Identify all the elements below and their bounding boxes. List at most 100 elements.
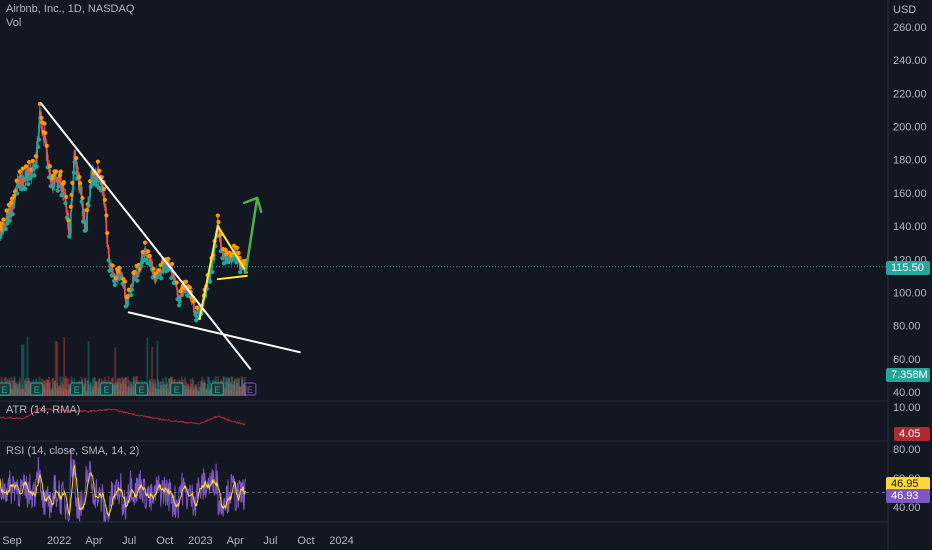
earnings-marker: E bbox=[99, 382, 113, 396]
volume-bar bbox=[203, 382, 206, 396]
volume-bar bbox=[49, 390, 52, 396]
volume-bar bbox=[236, 377, 239, 396]
signal-dot-orange bbox=[229, 251, 234, 257]
volume-bar bbox=[206, 383, 209, 396]
candle-body bbox=[198, 307, 201, 310]
volume-bar bbox=[86, 391, 88, 396]
signal-dot-orange bbox=[42, 121, 47, 126]
volume-bar bbox=[156, 389, 159, 396]
candle-body bbox=[75, 160, 78, 168]
candle-body bbox=[163, 263, 165, 273]
signal-dot-orange bbox=[23, 164, 29, 169]
volume-bar bbox=[224, 387, 227, 396]
candle-body bbox=[241, 269, 244, 270]
volume-bar bbox=[202, 381, 205, 396]
volume-bar bbox=[97, 380, 100, 396]
signal-dot-green bbox=[81, 219, 86, 224]
candle-body bbox=[171, 269, 174, 275]
time-tick-label: Apr bbox=[227, 535, 244, 547]
volume-bar bbox=[13, 376, 16, 396]
signal-dot-orange bbox=[57, 173, 63, 178]
volume-bar bbox=[187, 386, 190, 396]
signal-dot-green bbox=[15, 191, 20, 196]
symbol-title[interactable]: Airbnb, Inc., 1D, NASDAQ bbox=[6, 3, 135, 15]
volume-bar bbox=[204, 381, 206, 396]
volume-bar bbox=[159, 381, 162, 396]
volume-bar bbox=[133, 376, 136, 396]
volume-bar bbox=[195, 384, 198, 396]
signal-dot-orange bbox=[140, 249, 145, 255]
volume-bar bbox=[151, 391, 154, 396]
atr-legend[interactable]: ATR (14, RMA) bbox=[6, 404, 81, 416]
candle-body bbox=[125, 300, 128, 305]
volume-bar bbox=[60, 382, 63, 396]
earnings-marker-box bbox=[70, 382, 84, 396]
volume-bar bbox=[120, 383, 122, 396]
price-tick-label: 200.00 bbox=[893, 122, 927, 134]
volume-bar bbox=[26, 336, 29, 396]
signal-dot-orange bbox=[14, 178, 19, 183]
volume-bar bbox=[50, 387, 53, 396]
signal-dot-orange bbox=[235, 245, 240, 250]
volume-bar bbox=[160, 381, 162, 396]
signal-dot-orange bbox=[146, 249, 151, 254]
currency-label: USD bbox=[893, 4, 916, 16]
flagpole-line bbox=[198, 225, 219, 320]
candle-body bbox=[1, 233, 3, 235]
candle-body bbox=[211, 260, 214, 268]
signal-dot-green bbox=[231, 257, 236, 262]
signal-dot-orange bbox=[156, 268, 162, 273]
earnings-marker-label: E bbox=[214, 385, 220, 395]
volume-bar bbox=[240, 387, 243, 396]
volume-bar bbox=[126, 387, 129, 396]
price-tick-label: 160.00 bbox=[893, 188, 927, 200]
volume-bar bbox=[241, 379, 244, 396]
volume-bar bbox=[43, 387, 45, 396]
candle-body bbox=[11, 202, 14, 209]
volume-bar bbox=[203, 379, 206, 396]
volume-bar bbox=[233, 378, 236, 396]
signal-dot-green bbox=[169, 275, 174, 281]
signal-dot-green bbox=[16, 184, 21, 189]
volume-bar bbox=[163, 384, 165, 396]
signal-dot-orange bbox=[44, 143, 49, 148]
earnings-marker-label: E bbox=[247, 385, 253, 395]
volume-bar bbox=[192, 390, 194, 396]
volume-bar bbox=[243, 376, 246, 396]
volume-bar bbox=[207, 377, 210, 396]
volume-bar bbox=[113, 385, 116, 396]
earnings-marker-label: E bbox=[34, 385, 40, 395]
signal-dot-green bbox=[118, 272, 123, 278]
volume-legend[interactable]: Vol bbox=[6, 17, 22, 29]
volume-bar bbox=[198, 391, 201, 396]
signal-dot-orange bbox=[97, 168, 102, 173]
volume-bar bbox=[68, 388, 71, 396]
volume-bar bbox=[155, 388, 158, 396]
signal-dot-orange bbox=[183, 279, 189, 284]
signal-dot-orange bbox=[104, 213, 109, 218]
signal-dot-green bbox=[23, 186, 28, 191]
candle-body bbox=[38, 116, 41, 124]
signal-dot-green bbox=[194, 318, 199, 323]
volume-bar bbox=[116, 379, 119, 396]
volume-bar bbox=[208, 390, 211, 396]
volume-bar bbox=[160, 384, 163, 396]
signal-dot-orange bbox=[77, 175, 82, 180]
signal-dot-orange bbox=[113, 275, 118, 281]
volume-bar bbox=[59, 376, 62, 396]
rsi-legend[interactable]: RSI (14, close, SMA, 14, 2) bbox=[6, 445, 140, 457]
candle-body bbox=[148, 258, 151, 262]
volume-bar bbox=[48, 376, 51, 396]
projection-arrow-shaft bbox=[244, 196, 259, 274]
signal-dot-orange bbox=[191, 299, 196, 304]
earnings-marker: E bbox=[170, 382, 184, 396]
volume-bar bbox=[59, 385, 61, 396]
signal-dot-green bbox=[108, 268, 113, 273]
candle-body bbox=[101, 181, 104, 193]
volume-bar bbox=[237, 378, 240, 396]
volume-bar bbox=[63, 337, 66, 396]
price-tick-label: 140.00 bbox=[893, 221, 927, 233]
candle-body bbox=[74, 150, 76, 161]
volume-bar bbox=[186, 388, 189, 396]
